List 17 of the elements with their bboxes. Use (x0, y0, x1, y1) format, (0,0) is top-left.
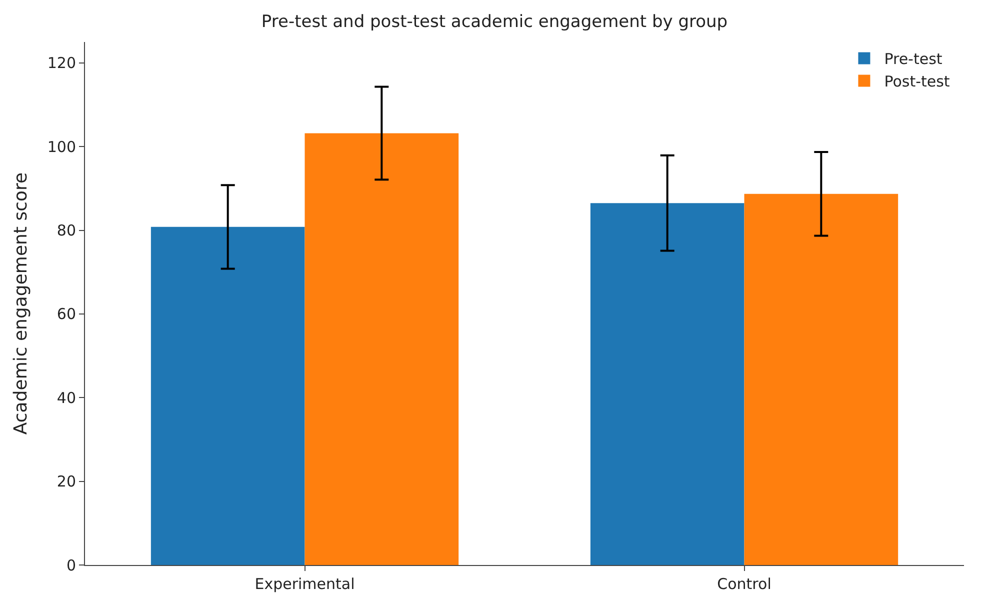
bar (590, 203, 744, 565)
y-axis-title: Academic engagement score (10, 172, 32, 435)
x-tick-label: Control (717, 575, 772, 593)
y-tick-label: 20 (56, 472, 76, 491)
legend-label: Pre-test (884, 50, 942, 68)
bar (150, 226, 305, 565)
y-tick-label: 60 (56, 305, 76, 324)
y-tick-label: 0 (66, 556, 76, 574)
legend-label: Post-test (884, 72, 950, 91)
x-tick-label: Experimental (254, 575, 355, 593)
chart-title: Pre-test and post-test academic engagement by group (261, 12, 728, 32)
y-tick-label: 100 (47, 138, 76, 156)
bar (744, 194, 898, 565)
y-tick-label: 80 (56, 222, 76, 240)
bar (304, 133, 459, 565)
y-tick-label: 120 (47, 54, 76, 72)
y-tick-label: 40 (56, 388, 76, 407)
